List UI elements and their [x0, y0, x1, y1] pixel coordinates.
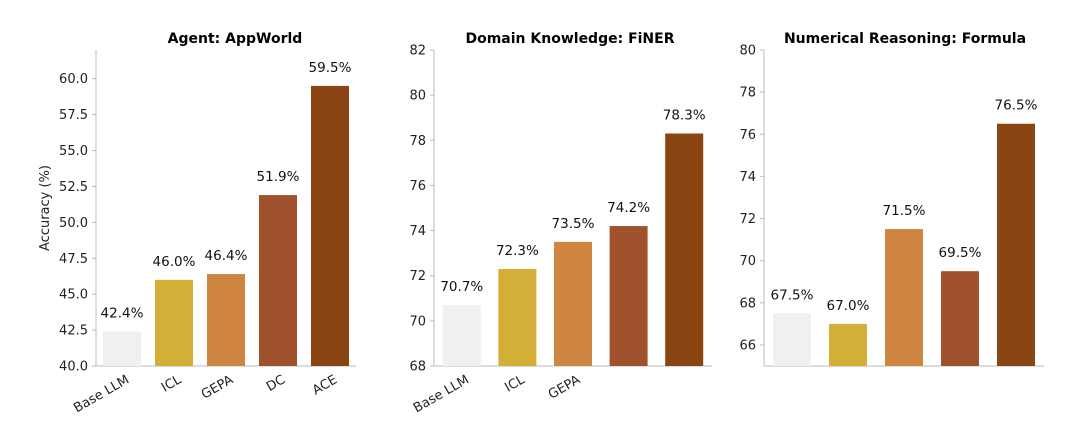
chart-panel-1: Agent: AppWorld 40.0 42.5 45.0 47.5 50.0 52.5 5… — [38, 31, 356, 416]
chart-title: Domain Knowledge: FiNER — [465, 31, 674, 47]
data-label: 78.3% — [663, 108, 706, 124]
x-tick-label: Base LLM — [411, 372, 472, 416]
x-tick-label: DC — [264, 372, 288, 395]
bar-series-2 — [829, 323, 867, 366]
y-tick-label: 74 — [739, 170, 756, 185]
y-tick-label: 78 — [739, 86, 756, 101]
data-label: 42.4% — [101, 306, 144, 322]
x-tick-label: Base LLM — [71, 372, 132, 416]
y-tick-label: 47.5 — [59, 252, 88, 267]
chart-panel-3: Numerical Reasoning: Formula 66 68 70 72 74 76… — [739, 31, 1044, 367]
y-tick-label: 82 — [409, 44, 426, 59]
chart-panel-2: Domain Knowledge: FiNER 68 70 72 74 76 78 80 82 7… — [409, 31, 712, 416]
y-tick-label: 72 — [739, 212, 756, 227]
y-tick-label: 45.0 — [59, 288, 88, 303]
y-tick-label: 76 — [409, 179, 426, 194]
x-tick-label: GEPA — [199, 372, 236, 402]
data-label: 70.7% — [440, 279, 483, 295]
bar-series-1 — [773, 313, 811, 366]
chart-title: Numerical Reasoning: Formula — [784, 31, 1026, 47]
y-tick-label: 68 — [409, 360, 426, 375]
data-label: 73.5% — [552, 216, 595, 232]
y-tick-label: 40.0 — [59, 360, 88, 375]
y-tick-label: 80 — [739, 44, 756, 59]
y-tick-label: 60.0 — [59, 72, 88, 87]
bar-icl — [155, 279, 193, 366]
y-tick-label: 78 — [409, 134, 426, 149]
data-label: 67.0% — [827, 298, 870, 314]
data-label: 51.9% — [257, 169, 300, 185]
x-tick-label: ICL — [502, 372, 528, 395]
x-tick-label: GEPA — [546, 372, 583, 402]
bar-gepa — [554, 241, 592, 366]
bar-gepa — [207, 274, 245, 366]
x-tick-label: ACE — [310, 372, 340, 398]
data-label: 59.5% — [309, 60, 352, 76]
y-tick-label: 55.0 — [59, 144, 88, 159]
bar-dc — [259, 195, 297, 366]
y-tick-label: 66 — [739, 338, 756, 353]
bar-series-4 — [941, 271, 979, 366]
data-label: 72.3% — [496, 243, 539, 259]
y-tick-label: 72 — [409, 269, 426, 284]
y-tick-label: 70 — [409, 314, 426, 329]
data-label: 74.2% — [607, 200, 650, 216]
bar-series-5 — [997, 123, 1035, 366]
y-tick-label: 42.5 — [59, 324, 88, 339]
y-tick-label: 52.5 — [59, 180, 88, 195]
y-tick-label: 74 — [409, 224, 426, 239]
x-tick-label: ICL — [159, 372, 185, 395]
data-label: 67.5% — [771, 287, 814, 303]
y-tick-label: 68 — [739, 296, 756, 311]
data-label: 46.0% — [153, 254, 196, 270]
y-axis-title: Accuracy (%) — [38, 165, 53, 251]
y-tick-label: 70 — [739, 254, 756, 269]
bar-ace — [311, 85, 349, 366]
data-label: 71.5% — [883, 203, 926, 219]
bar-series-3 — [885, 229, 923, 366]
bar-icl — [498, 268, 537, 366]
data-label: 69.5% — [939, 245, 982, 261]
bar-base-llm — [103, 331, 141, 366]
data-label: 76.5% — [995, 98, 1038, 114]
bar-base-llm — [442, 305, 481, 366]
chart-title: Agent: AppWorld — [168, 31, 303, 47]
data-label: 46.4% — [205, 248, 248, 264]
y-tick-label: 57.5 — [59, 108, 88, 123]
bar-series-5 — [665, 133, 704, 366]
bar-series-4 — [609, 226, 648, 366]
y-tick-label: 76 — [739, 128, 756, 143]
y-tick-label: 80 — [409, 89, 426, 104]
y-tick-label: 50.0 — [59, 216, 88, 231]
